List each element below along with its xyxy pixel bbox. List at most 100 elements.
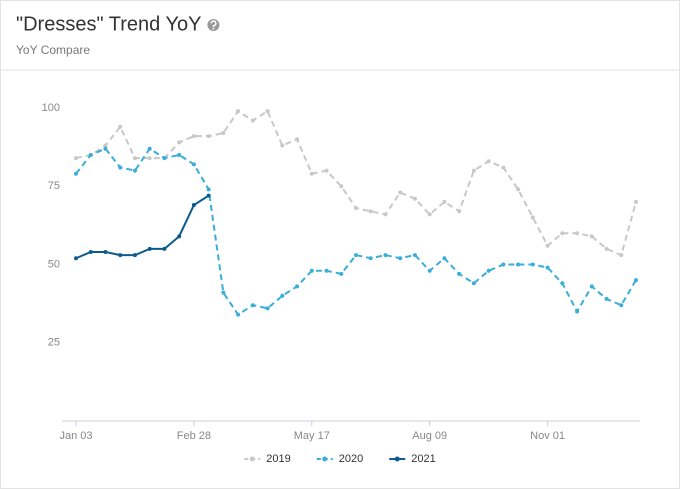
point xyxy=(309,268,314,273)
point xyxy=(132,253,137,258)
point xyxy=(191,162,196,167)
point xyxy=(501,262,506,267)
y-tick-label: 75 xyxy=(48,180,60,192)
help-glyph[interactable] xyxy=(210,20,217,27)
point xyxy=(516,262,521,267)
point xyxy=(589,234,594,239)
point xyxy=(250,118,255,123)
chart-title: "Dresses" Trend YoY xyxy=(16,13,201,35)
point xyxy=(516,187,521,192)
point xyxy=(575,231,580,236)
point xyxy=(501,165,506,170)
legend-dot xyxy=(249,456,255,462)
point xyxy=(177,152,182,157)
y-tick-label: 25 xyxy=(48,337,60,349)
point xyxy=(147,156,152,161)
point xyxy=(221,290,226,295)
point xyxy=(177,140,182,145)
point xyxy=(383,212,388,217)
point xyxy=(589,284,594,289)
point xyxy=(280,293,285,298)
point xyxy=(354,206,358,211)
point xyxy=(339,184,344,189)
point xyxy=(132,156,137,161)
point xyxy=(339,271,344,276)
point xyxy=(412,253,417,258)
help-dot[interactable] xyxy=(212,27,215,30)
point xyxy=(280,143,285,148)
point xyxy=(74,256,78,261)
x-tick-label: Jan 03 xyxy=(59,430,92,442)
point xyxy=(427,268,432,273)
point xyxy=(191,134,196,139)
legend-item[interactable]: 2019 xyxy=(244,453,291,465)
point xyxy=(619,253,624,258)
legend-label: 2021 xyxy=(411,453,435,465)
point xyxy=(118,124,123,129)
point xyxy=(206,134,211,139)
point xyxy=(162,246,167,251)
legend-item[interactable]: 2020 xyxy=(316,453,363,465)
point xyxy=(471,281,476,286)
legend-item[interactable]: 2021 xyxy=(389,453,436,465)
point xyxy=(295,284,300,289)
point xyxy=(118,253,123,258)
point xyxy=(486,268,491,273)
point xyxy=(265,306,270,311)
point xyxy=(398,190,403,195)
point xyxy=(118,165,123,170)
legend: 2019 2020 2021 xyxy=(244,453,436,465)
point xyxy=(383,253,388,258)
help-icon[interactable] xyxy=(207,19,220,31)
point xyxy=(634,199,638,204)
point xyxy=(324,268,329,273)
point xyxy=(265,109,270,114)
point xyxy=(604,296,609,301)
point xyxy=(457,271,462,276)
point xyxy=(604,246,609,251)
point xyxy=(221,131,226,136)
point xyxy=(191,203,196,208)
x-tick-label: Aug 09 xyxy=(412,430,447,442)
point xyxy=(427,212,432,217)
help-circle[interactable] xyxy=(207,19,220,31)
point xyxy=(530,262,535,267)
point xyxy=(74,171,78,176)
point xyxy=(560,231,565,236)
point xyxy=(412,196,417,201)
point xyxy=(88,249,93,254)
point xyxy=(368,209,373,214)
point xyxy=(442,256,447,261)
x-tick-label: May 17 xyxy=(294,430,330,442)
point xyxy=(132,168,137,173)
point xyxy=(398,256,403,261)
point xyxy=(103,249,108,254)
point xyxy=(471,168,476,173)
point xyxy=(206,187,211,192)
legend-dot xyxy=(322,456,328,462)
series-line xyxy=(75,194,210,260)
point xyxy=(103,143,108,148)
point xyxy=(74,156,78,161)
legend-dot xyxy=(394,456,400,462)
x-tick-label: Nov 01 xyxy=(530,430,565,442)
point xyxy=(177,234,182,239)
legend-label: 2020 xyxy=(339,453,363,465)
chart-subtitle: YoY Compare xyxy=(16,43,90,57)
point xyxy=(545,265,550,270)
point xyxy=(295,137,300,142)
point xyxy=(486,159,491,164)
point xyxy=(442,199,447,204)
point xyxy=(368,256,373,261)
y-tick-label: 100 xyxy=(42,102,60,114)
point xyxy=(103,146,108,151)
y-tick-label: 50 xyxy=(48,258,60,270)
point xyxy=(250,303,255,308)
point xyxy=(354,253,358,258)
point xyxy=(206,193,211,198)
point xyxy=(162,156,167,161)
point xyxy=(236,109,241,114)
point xyxy=(236,312,241,317)
